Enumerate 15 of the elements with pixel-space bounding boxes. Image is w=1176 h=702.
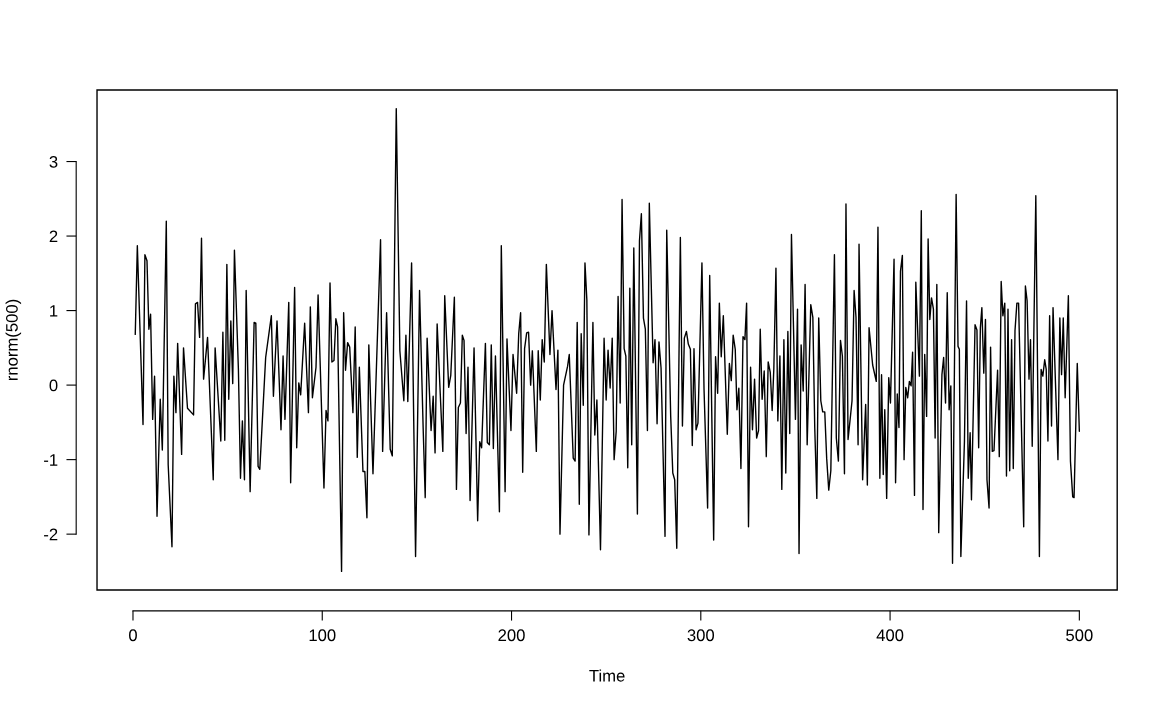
x-axis-title: Time [589, 669, 625, 682]
x-tick-label: 200 [498, 629, 525, 642]
y-tick-label: -1 [44, 454, 58, 466]
y-tick-label: 1 [50, 305, 58, 317]
x-tick-label: 100 [309, 629, 336, 642]
y-tick-label: 0 [49, 379, 58, 392]
y-tick-label: 3 [49, 155, 58, 168]
x-tick-label: 500 [1066, 629, 1093, 642]
line-series [134, 107, 1081, 573]
x-tick-label: 0 [129, 629, 137, 642]
y-tick-label: -2 [44, 528, 58, 541]
x-tick-label: 300 [687, 629, 715, 642]
y-tick-label: 2 [49, 230, 58, 243]
x-tick-label: 400 [876, 629, 904, 642]
y-axis-title: rnorm(500) [5, 299, 22, 381]
